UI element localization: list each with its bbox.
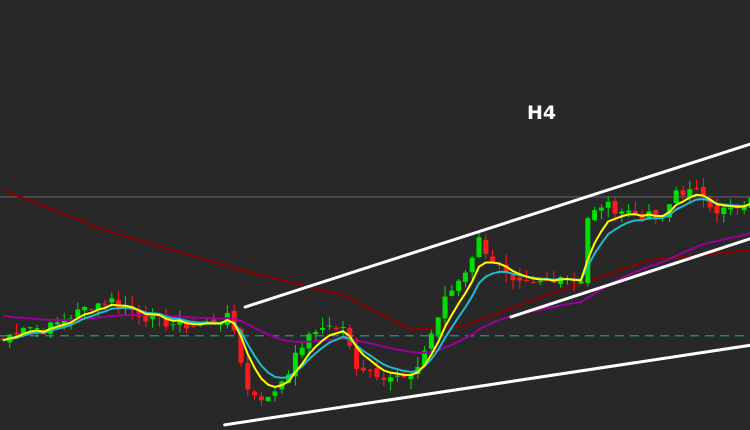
- candle-body: [245, 363, 251, 390]
- candle-body: [177, 320, 183, 325]
- candle-body: [578, 281, 584, 284]
- candle-body: [517, 277, 523, 281]
- candle-body: [408, 375, 414, 380]
- candle-body: [231, 310, 237, 331]
- candle-body: [27, 327, 33, 329]
- candle-body: [626, 210, 632, 213]
- candle-body: [381, 377, 387, 380]
- candle-body: [503, 264, 509, 273]
- candle-body: [619, 211, 625, 214]
- moving-average-line-5: [2, 193, 750, 389]
- candle-body: [61, 320, 67, 325]
- candle-body: [320, 327, 326, 330]
- candle-body: [360, 367, 366, 371]
- candle-body: [170, 324, 176, 326]
- candle-body: [394, 375, 400, 377]
- candle-body: [558, 277, 564, 285]
- candle-body: [428, 333, 434, 349]
- candle-body: [748, 197, 750, 208]
- candle-body: [150, 315, 156, 319]
- candle-body: [585, 218, 591, 283]
- candle-body: [728, 207, 734, 210]
- candle-body: [211, 319, 217, 324]
- moving-average-line-8: [2, 198, 750, 379]
- candle-body: [741, 205, 747, 211]
- candle-body: [422, 350, 428, 366]
- candle-body: [95, 303, 101, 311]
- candle-body: [88, 309, 94, 311]
- candle-body: [530, 282, 536, 284]
- candle-body: [510, 274, 516, 281]
- candle-body: [401, 375, 407, 378]
- candle-body: [612, 200, 618, 214]
- candle-body: [449, 290, 455, 296]
- timeframe-label: H4: [527, 102, 557, 124]
- candle-body: [252, 391, 258, 396]
- candle-body: [537, 281, 543, 283]
- candle-body: [653, 210, 659, 219]
- candle-body: [34, 328, 40, 330]
- candle-body: [367, 370, 373, 372]
- candle-body: [673, 190, 679, 204]
- candle-body: [340, 327, 346, 329]
- candle-body: [102, 303, 108, 305]
- candle-body: [109, 298, 115, 303]
- candle-body: [82, 306, 88, 311]
- candle-body: [292, 352, 298, 377]
- candle-body: [680, 190, 686, 196]
- candle-body: [388, 377, 394, 382]
- candle-body: [435, 317, 441, 335]
- candle-body: [632, 210, 638, 214]
- candle-body: [265, 396, 271, 402]
- candle-body: [496, 264, 502, 266]
- candle-body: [163, 315, 169, 327]
- candle-body: [20, 327, 26, 335]
- candle-body: [354, 347, 360, 369]
- candle-body: [707, 198, 713, 208]
- candle-body: [476, 237, 482, 257]
- candle-body: [299, 347, 305, 356]
- candle-body: [598, 207, 604, 211]
- moving-average-line-40: [2, 232, 750, 354]
- candle-body: [190, 325, 196, 327]
- candle-body: [326, 325, 332, 327]
- candle-body: [714, 205, 720, 214]
- candle-body: [143, 315, 149, 322]
- candle-body: [592, 210, 598, 221]
- candle-body: [605, 201, 611, 208]
- candle-body: [272, 391, 278, 396]
- candle-body: [700, 186, 706, 198]
- candle-body: [238, 328, 244, 363]
- candle-body: [374, 368, 380, 377]
- candle-body: [524, 280, 530, 282]
- candle-body: [442, 296, 448, 319]
- candle-body: [483, 239, 489, 255]
- candle-body: [687, 189, 693, 198]
- candle-body: [136, 310, 142, 317]
- candle-body: [462, 272, 468, 282]
- candle-body: [694, 188, 700, 190]
- candle-body: [116, 300, 122, 308]
- candle-body: [721, 207, 727, 214]
- trendline-0: [243, 142, 750, 309]
- candle-body: [14, 332, 20, 335]
- candle-body: [75, 309, 81, 318]
- trendline-1: [509, 237, 750, 319]
- slow-ma-line: [2, 189, 750, 331]
- candle-body: [286, 374, 292, 383]
- candle-body: [184, 322, 190, 329]
- candle-body: [54, 322, 60, 325]
- candle-body: [313, 331, 319, 335]
- candle-body: [333, 327, 339, 330]
- trendline-2: [223, 343, 750, 427]
- candle-body: [456, 280, 462, 291]
- candle-body: [258, 396, 264, 401]
- candle-body: [490, 256, 496, 263]
- candle-body: [469, 257, 475, 273]
